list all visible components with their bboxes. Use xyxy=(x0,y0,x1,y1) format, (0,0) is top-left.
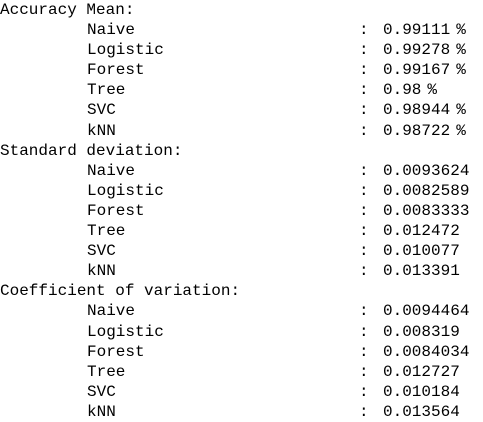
metric-row: Tree:0.012472 xyxy=(0,221,483,241)
metric-value: 0.012472 xyxy=(383,222,460,241)
separator: : xyxy=(359,322,369,341)
metric-unit: % xyxy=(456,21,466,40)
section-title-accuracy-mean: Accuracy Mean: xyxy=(0,1,135,19)
separator: : xyxy=(359,181,369,200)
metric-value: 0.013391 xyxy=(383,262,460,281)
metric-row: Naive:0.0093624 xyxy=(0,161,483,181)
metric-row: Tree:0.98% xyxy=(0,80,483,100)
separator: : xyxy=(359,242,369,261)
metric-value: 0.98944% xyxy=(383,100,466,120)
metric-value: 0.99111% xyxy=(383,20,466,40)
metric-row: kNN:0.013391 xyxy=(0,261,483,281)
separator: : xyxy=(359,81,369,100)
separator: : xyxy=(359,262,369,281)
separator: : xyxy=(359,41,369,60)
metric-value: 0.0093624 xyxy=(383,161,470,180)
metric-value: 0.98722% xyxy=(383,121,466,141)
metric-value: 0.0094464 xyxy=(383,302,470,321)
section-title-standard-deviation: Standard deviation: xyxy=(0,141,183,160)
model-label: SVC xyxy=(87,382,116,401)
metric-row: SVC:0.98944% xyxy=(0,100,483,120)
metric-value: 0.008319 xyxy=(383,322,460,341)
model-label: Tree xyxy=(87,362,126,381)
metric-row: SVC:0.010077 xyxy=(0,241,483,261)
model-label: Logistic xyxy=(87,322,164,341)
metric-row: Tree:0.012727 xyxy=(0,362,483,382)
metric-value: 0.0082589 xyxy=(383,181,470,200)
model-label: Tree xyxy=(87,222,126,241)
separator: : xyxy=(359,21,369,40)
metric-unit: % xyxy=(456,61,466,80)
metric-row: Forest:0.0083333 xyxy=(0,201,483,221)
metric-number: 0.99167 xyxy=(383,61,451,80)
model-label: Forest xyxy=(87,342,145,361)
metric-row: Naive:0.99111% xyxy=(0,20,483,40)
separator: : xyxy=(359,302,369,321)
metric-value: 0.010077 xyxy=(383,242,460,261)
metric-unit: % xyxy=(456,41,466,60)
separator: : xyxy=(359,362,369,381)
metric-value: 0.0084034 xyxy=(383,342,470,361)
separator: : xyxy=(359,101,369,120)
metric-row: Naive:0.0094464 xyxy=(0,301,483,321)
model-label: Forest xyxy=(87,61,145,80)
separator: : xyxy=(359,161,369,180)
model-label: kNN xyxy=(87,262,116,281)
metric-value: 0.99278% xyxy=(383,40,466,60)
metric-row: Logistic:0.0082589 xyxy=(0,181,483,201)
metric-number: 0.98944 xyxy=(383,101,451,120)
model-label: Tree xyxy=(87,81,126,100)
metric-row: Forest:0.0084034 xyxy=(0,342,483,362)
metric-value: 0.98% xyxy=(383,80,437,100)
separator: : xyxy=(359,342,369,361)
metric-value: 0.010184 xyxy=(383,382,460,401)
separator: : xyxy=(359,201,369,220)
separator: : xyxy=(359,61,369,80)
section-title-coefficient-of-variation: Coefficient of variation: xyxy=(0,282,241,301)
model-label: kNN xyxy=(87,402,116,421)
model-label: kNN xyxy=(87,121,116,140)
metric-number: 0.99278 xyxy=(383,41,451,60)
metric-row: Logistic:0.008319 xyxy=(0,322,483,342)
metric-row: SVC:0.010184 xyxy=(0,382,483,402)
metric-unit: % xyxy=(427,81,438,100)
model-label: SVC xyxy=(87,242,116,261)
model-label: Logistic xyxy=(87,41,164,60)
metric-unit: % xyxy=(456,101,466,120)
metric-value: 0.0083333 xyxy=(383,201,470,220)
separator: : xyxy=(359,382,369,401)
separator: : xyxy=(359,402,369,421)
metric-number: 0.98 xyxy=(383,81,422,100)
metric-row: kNN:0.98722% xyxy=(0,121,483,141)
model-label: SVC xyxy=(87,101,116,120)
metric-number: 0.99111 xyxy=(383,21,451,40)
metric-row: Logistic:0.99278% xyxy=(0,40,483,60)
metric-row: Forest:0.99167% xyxy=(0,60,483,80)
separator: : xyxy=(359,222,369,241)
metric-value: 0.012727 xyxy=(383,362,460,381)
model-label: Naive xyxy=(87,161,136,180)
model-label: Forest xyxy=(87,201,145,220)
model-label: Naive xyxy=(87,21,136,40)
metric-unit: % xyxy=(456,121,466,140)
metric-value: 0.99167% xyxy=(383,60,466,80)
metric-value: 0.013564 xyxy=(383,402,460,421)
separator: : xyxy=(359,121,369,140)
metric-row: kNN:0.013564 xyxy=(0,402,483,422)
metric-number: 0.98722 xyxy=(383,121,451,140)
model-label: Logistic xyxy=(87,181,164,200)
model-label: Naive xyxy=(87,302,136,321)
